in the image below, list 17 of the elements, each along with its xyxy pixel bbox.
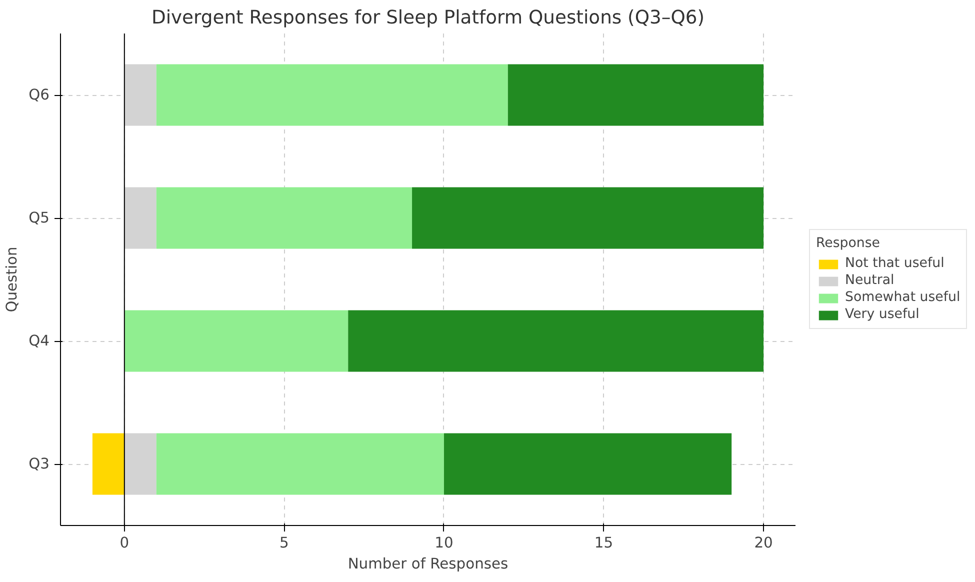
legend-label: Somewhat useful [845, 290, 960, 305]
x-tick-label: 15 [594, 534, 614, 552]
x-tick-label: 20 [754, 534, 773, 552]
x-tick-label: 5 [280, 534, 289, 552]
x-tick-label: 10 [434, 534, 454, 552]
y-tick-label: Q6 [28, 86, 50, 104]
x-axis-title: Number of Responses [348, 556, 508, 572]
legend-title: Response [816, 236, 882, 251]
x-tick-label: 0 [120, 534, 130, 552]
y-tick-label: Q3 [28, 456, 50, 472]
y-axis-title: Question [4, 246, 21, 312]
legend-label: Neutral [845, 273, 894, 288]
y-tick-label: Q4 [28, 332, 50, 350]
chart-title: Divergent Responses for Sleep Platform Questions (Q3–Q6) [151, 8, 705, 28]
y-tick-label: Q5 [28, 210, 50, 226]
legend-label: Very useful [845, 307, 920, 322]
legend-label: Not that useful [845, 256, 944, 271]
